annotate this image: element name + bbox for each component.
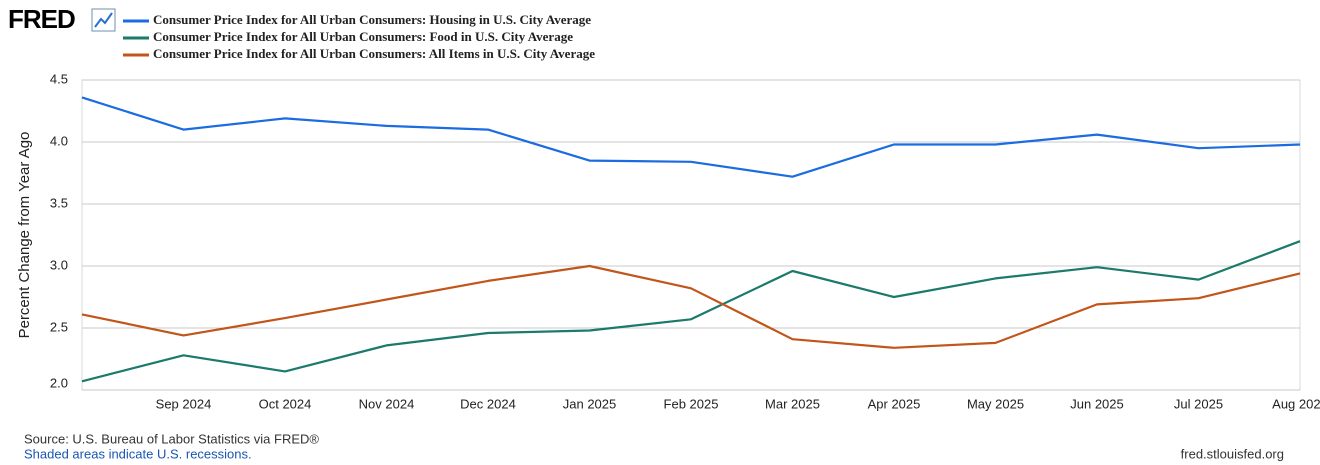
x-tick-label: Jun 2025: [1070, 396, 1124, 411]
y-tick-label: 3.0: [50, 257, 68, 272]
legend-label: Consumer Price Index for All Urban Consu…: [153, 46, 595, 61]
recession-note[interactable]: Shaded areas indicate U.S. recessions.: [24, 446, 252, 461]
x-tick-label: Nov 2024: [359, 396, 415, 411]
plot-area: [81, 79, 1301, 391]
x-tick-label: Apr 2025: [868, 396, 921, 411]
legend-label: Consumer Price Index for All Urban Consu…: [153, 12, 591, 27]
x-tick-label: Dec 2024: [460, 396, 516, 411]
x-tick-label: Feb 2025: [664, 396, 719, 411]
x-tick-label: Mar 2025: [765, 396, 820, 411]
x-tick-label: Sep 2024: [156, 396, 212, 411]
y-tick-label: 4.0: [50, 133, 68, 148]
x-tick-label: May 2025: [967, 396, 1024, 411]
y-axis-label: Percent Change from Year Ago: [16, 132, 33, 339]
x-tick-label: Jan 2025: [563, 396, 617, 411]
y-tick-label: 3.5: [50, 195, 68, 210]
y-tick-label: 2.0: [50, 375, 68, 390]
site-link[interactable]: fred.stlouisfed.org: [1181, 446, 1284, 461]
logo: FRED: [8, 4, 75, 34]
lines: [81, 96, 1301, 383]
x-tick-label: Jul 2025: [1174, 396, 1223, 411]
source: Source: U.S. Bureau of Labor Statistics …: [24, 431, 319, 446]
series-line: [81, 240, 1301, 383]
logo-icon: [91, 8, 116, 32]
x-tick-label: Oct 2024: [259, 396, 312, 411]
series-line: [81, 264, 1301, 349]
grid: [82, 79, 1300, 391]
y-tick-label: 4.5: [50, 71, 68, 86]
y-tick-label: 2.5: [50, 319, 68, 334]
series-line: [81, 96, 1301, 178]
x-tick-label: Aug 2025: [1272, 396, 1320, 411]
legend-label: Consumer Price Index for All Urban Consu…: [153, 29, 573, 44]
